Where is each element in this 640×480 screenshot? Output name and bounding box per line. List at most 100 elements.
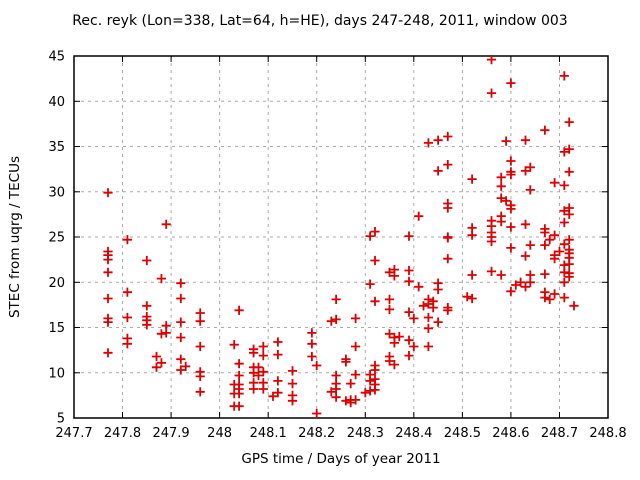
data-point-marker: [550, 230, 560, 240]
data-point-marker: [389, 338, 399, 348]
data-point-marker: [496, 193, 506, 203]
data-point-marker: [253, 370, 264, 381]
data-point-marker: [351, 370, 361, 380]
data-point-marker: [423, 312, 433, 323]
x-axis-label: GPS time / Days of year 2011: [241, 451, 441, 467]
data-point-marker: [564, 203, 574, 213]
y-tick-label: 25: [48, 231, 65, 246]
y-tick-label: 15: [48, 321, 65, 336]
data-point-marker: [103, 255, 113, 265]
data-point-marker: [103, 267, 113, 277]
data-point-marker: [249, 368, 259, 378]
data-point-marker: [433, 135, 443, 145]
data-point-marker: [370, 365, 380, 375]
data-point-marker: [564, 167, 574, 177]
x-tick-label: 248.6: [492, 426, 529, 441]
data-point-marker: [414, 282, 424, 292]
data-point-marker: [467, 293, 477, 304]
x-tick-label: 247.9: [152, 426, 189, 441]
data-point-marker: [234, 389, 244, 399]
x-tick-label: 247.8: [104, 426, 141, 441]
data-point-marker: [428, 303, 438, 313]
data-point-marker: [423, 138, 433, 148]
data-point-marker: [506, 243, 516, 253]
data-point-marker: [258, 367, 268, 377]
data-point-marker: [467, 174, 477, 184]
data-point-marker: [443, 305, 453, 315]
data-point-marker: [103, 317, 113, 327]
data-point-marker: [195, 308, 205, 318]
data-point-marker: [176, 332, 186, 343]
x-tick-label: 248.3: [347, 426, 384, 441]
data-point-marker: [384, 329, 395, 339]
data-point-marker: [516, 277, 526, 287]
data-point-marker: [384, 267, 395, 277]
data-point-marker: [433, 166, 443, 176]
data-point-marker: [564, 253, 574, 263]
data-point-marker: [142, 301, 152, 311]
data-point-marker: [559, 260, 569, 270]
y-tick-label: 45: [48, 50, 65, 65]
data-point-marker: [326, 316, 336, 326]
data-point-marker: [307, 328, 317, 338]
data-point-marker: [384, 356, 395, 366]
data-point-marker: [365, 376, 375, 386]
data-point-marker: [258, 351, 268, 361]
data-point-marker: [389, 271, 399, 281]
data-point-marker: [161, 219, 171, 229]
data-point-marker: [540, 240, 550, 250]
data-point-marker: [122, 312, 132, 323]
y-tick-label: 10: [48, 366, 65, 381]
data-point-marker: [195, 371, 205, 381]
plot-frame: [73, 55, 609, 419]
data-point-marker: [540, 125, 550, 135]
data-point-marker: [331, 294, 341, 304]
data-point-marker: [559, 180, 569, 190]
data-point-marker: [249, 348, 259, 358]
data-point-marker: [122, 339, 132, 349]
data-point-marker: [540, 293, 550, 303]
data-point-marker: [433, 284, 443, 295]
data-point-marker: [234, 401, 244, 411]
data-point-marker: [404, 231, 414, 241]
data-point-marker: [341, 357, 351, 367]
data-point-marker: [351, 341, 361, 352]
data-point-marker: [559, 147, 569, 157]
data-point-marker: [564, 245, 574, 255]
data-point-marker: [351, 313, 361, 324]
data-point-marker: [506, 204, 516, 214]
x-tick-label: 248: [207, 426, 232, 441]
data-point-marker: [520, 282, 531, 292]
data-point-marker: [331, 384, 341, 394]
data-point-marker: [287, 379, 298, 389]
data-point-marker: [176, 354, 186, 364]
data-point-marker: [506, 78, 516, 88]
data-point-marker: [496, 181, 506, 191]
data-point-marker: [122, 287, 132, 297]
data-point-marker: [423, 323, 433, 333]
data-point-marker: [151, 351, 162, 362]
data-point-marker: [443, 254, 453, 264]
data-point-marker: [326, 387, 336, 397]
data-point-marker: [559, 71, 569, 81]
data-point-marker: [273, 337, 283, 347]
data-point-marker: [520, 166, 531, 176]
data-point-marker: [195, 316, 205, 326]
x-tick-label: 248.2: [298, 426, 335, 441]
data-point-marker: [443, 131, 453, 142]
data-point-marker: [307, 351, 317, 362]
x-tick-label: 248.4: [395, 426, 432, 441]
data-point-marker: [234, 305, 244, 315]
data-point-marker: [195, 387, 205, 397]
data-point-marker: [443, 203, 453, 213]
data-point-marker: [258, 384, 268, 394]
data-point-marker: [142, 320, 152, 330]
data-point-marker: [404, 307, 414, 317]
data-point-marker: [559, 217, 569, 228]
data-point-marker: [365, 279, 375, 289]
data-point-marker: [156, 329, 166, 339]
data-point-marker: [331, 392, 341, 402]
data-point-marker: [268, 391, 278, 401]
